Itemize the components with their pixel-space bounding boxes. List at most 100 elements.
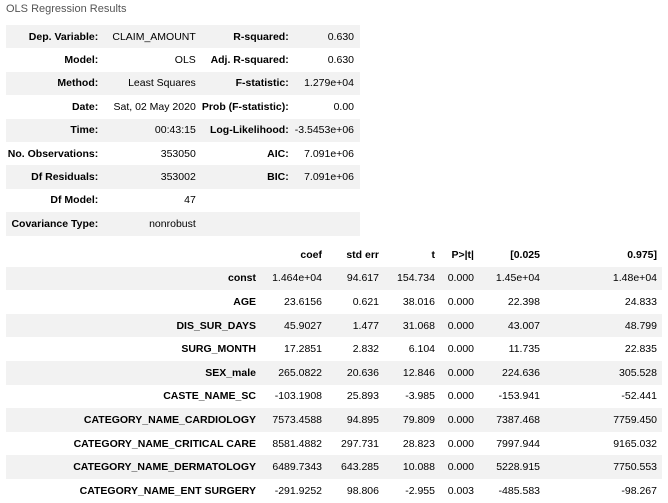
coef-value: 17.2851 bbox=[284, 343, 322, 356]
summary-row: Model: OLS Adj. R-squared: 0.630 bbox=[6, 48, 360, 72]
summary-row: Df Residuals: 353002 BIC: 7.091e+06 bbox=[6, 165, 360, 189]
summary-label: F-statistic: bbox=[235, 77, 289, 90]
summary-value: 1.279e+04 bbox=[304, 77, 354, 90]
ci-high-value: 22.835 bbox=[624, 343, 657, 356]
coef-value: 45.9027 bbox=[284, 319, 322, 332]
coef-value: -291.9252 bbox=[274, 484, 322, 497]
summary-row: No. Observations: 353050 AIC: 7.091e+06 bbox=[6, 141, 360, 166]
table-row: AGE 23.6156 0.621 38.016 0.000 22.398 24.833 bbox=[6, 290, 662, 314]
summary-label: Time: bbox=[70, 124, 99, 137]
p-value: 0.000 bbox=[447, 343, 474, 356]
p-value: 0.000 bbox=[447, 437, 474, 450]
coef-value: 1.464e+04 bbox=[272, 272, 322, 285]
coef-value: 7573.4588 bbox=[272, 413, 322, 426]
summary-label bbox=[202, 212, 295, 235]
ci-high-value: 48.799 bbox=[624, 319, 657, 332]
ci-high-value: 24.833 bbox=[624, 295, 657, 308]
summary-label: Model: bbox=[64, 54, 99, 67]
t-value: 6.104 bbox=[408, 343, 435, 356]
p-value: 0.000 bbox=[447, 366, 474, 379]
variable-name: CATEGORY_NAME_CARDIOLOGY bbox=[83, 413, 256, 426]
std-err-value: 0.621 bbox=[352, 295, 379, 308]
table-row: CASTE_NAME_SC -103.1908 25.893 -3.985 0.000 -… bbox=[6, 384, 662, 409]
table-row: CATEGORY_NAME_CRITICAL CARE 8581.4882 297.… bbox=[6, 431, 662, 456]
p-value: 0.000 bbox=[447, 390, 474, 403]
p-value: 0.000 bbox=[447, 413, 474, 426]
ci-high-value: -98.267 bbox=[621, 484, 657, 497]
summary-label: Date: bbox=[71, 100, 99, 113]
variable-name: SURG_MONTH bbox=[181, 343, 256, 356]
summary-value: 00:43:15 bbox=[154, 124, 196, 137]
summary-value bbox=[295, 212, 360, 235]
table-row: SEX_male 265.0822 20.636 12.846 0.000 224.636… bbox=[6, 360, 662, 385]
ci-low-value: 7387.468 bbox=[496, 413, 540, 426]
std-err-value: 2.832 bbox=[352, 343, 379, 356]
summary-label: Prob (F-statistic): bbox=[201, 100, 289, 113]
table-row: const 1.464e+04 94.617 154.734 0.000 1.45e+04… bbox=[6, 266, 662, 291]
summary-label: BIC: bbox=[267, 171, 289, 184]
summary-label: Df Residuals: bbox=[31, 171, 99, 184]
std-err-value: 1.477 bbox=[352, 319, 379, 332]
summary-value: 353050 bbox=[160, 147, 196, 160]
summary-label: Adj. R-squared: bbox=[210, 54, 289, 67]
summary-label: R-squared: bbox=[233, 30, 289, 43]
ci-low-value: 22.398 bbox=[507, 295, 540, 308]
ci-low-value: -485.583 bbox=[498, 484, 540, 497]
summary-value: OLS bbox=[174, 54, 196, 67]
header-cell-std-err: std err bbox=[346, 248, 379, 261]
header-cell-p: P>|t| bbox=[451, 248, 474, 261]
variable-name: const bbox=[227, 272, 256, 285]
coef-value: 6489.7343 bbox=[272, 461, 322, 474]
header-cell-coef: coef bbox=[300, 248, 322, 261]
ci-high-value: 7759.450 bbox=[613, 413, 657, 426]
p-value: 0.000 bbox=[447, 319, 474, 332]
std-err-value: 94.617 bbox=[346, 272, 379, 285]
table-row: CATEGORY_NAME_DERMATOLOGY 6489.7343 643.28… bbox=[6, 455, 662, 479]
coef-value: 23.6156 bbox=[284, 295, 322, 308]
coefficients-table: coef std err t P>|t| [0.025 0.975] const… bbox=[6, 243, 662, 503]
summary-value: 7.091e+06 bbox=[304, 147, 354, 160]
p-value: 0.000 bbox=[447, 295, 474, 308]
ci-low-value: 1.45e+04 bbox=[495, 272, 540, 285]
summary-label: Df Model: bbox=[50, 194, 99, 207]
t-value: 10.088 bbox=[402, 461, 435, 474]
t-value: -2.955 bbox=[405, 484, 435, 497]
p-value: 0.003 bbox=[447, 484, 474, 497]
model-summary-table: Dep. Variable: CLAIM_AMOUNT R-squared: 0.63… bbox=[6, 25, 360, 236]
std-err-value: 94.895 bbox=[346, 413, 379, 426]
summary-value: 0.00 bbox=[333, 100, 354, 113]
summary-label bbox=[202, 189, 295, 212]
variable-name: CATEGORY_NAME_CRITICAL CARE bbox=[73, 437, 256, 450]
summary-value: 0.630 bbox=[327, 30, 354, 43]
summary-value: -3.5453e+06 bbox=[294, 124, 354, 137]
summary-value: 0.630 bbox=[327, 54, 354, 67]
t-value: -3.985 bbox=[405, 390, 435, 403]
ci-low-value: 7997.944 bbox=[496, 437, 540, 450]
coef-header-row: coef std err t P>|t| [0.025 0.975] bbox=[6, 243, 662, 267]
ci-low-value: -153.941 bbox=[498, 390, 540, 403]
std-err-value: 25.893 bbox=[346, 390, 379, 403]
ci-low-value: 224.636 bbox=[502, 366, 540, 379]
summary-value: Sat, 02 May 2020 bbox=[113, 100, 196, 113]
ci-high-value: 1.48e+04 bbox=[612, 272, 657, 285]
std-err-value: 98.806 bbox=[346, 484, 379, 497]
coef-value: -103.1908 bbox=[274, 390, 322, 403]
t-value: 28.823 bbox=[402, 437, 435, 450]
ci-high-value: 7750.553 bbox=[613, 461, 657, 474]
t-value: 79.809 bbox=[402, 413, 435, 426]
ci-high-value: 9165.032 bbox=[613, 437, 657, 450]
t-value: 38.016 bbox=[402, 295, 435, 308]
std-err-value: 297.731 bbox=[341, 437, 379, 450]
summary-label: Log-Likelihood: bbox=[209, 124, 289, 137]
summary-label: AIC: bbox=[267, 147, 289, 160]
ci-low-value: 43.007 bbox=[507, 319, 540, 332]
summary-value bbox=[295, 189, 360, 212]
variable-name: DIS_SUR_DAYS bbox=[176, 319, 256, 332]
ci-low-value: 5228.915 bbox=[496, 461, 540, 474]
summary-value: 47 bbox=[184, 194, 196, 207]
ci-high-value: -52.441 bbox=[621, 390, 657, 403]
table-row: DIS_SUR_DAYS 45.9027 1.477 31.068 0.000 43.00… bbox=[6, 313, 662, 338]
coef-value: 8581.4882 bbox=[272, 437, 322, 450]
p-value: 0.000 bbox=[447, 272, 474, 285]
summary-value: nonrobust bbox=[149, 217, 196, 230]
